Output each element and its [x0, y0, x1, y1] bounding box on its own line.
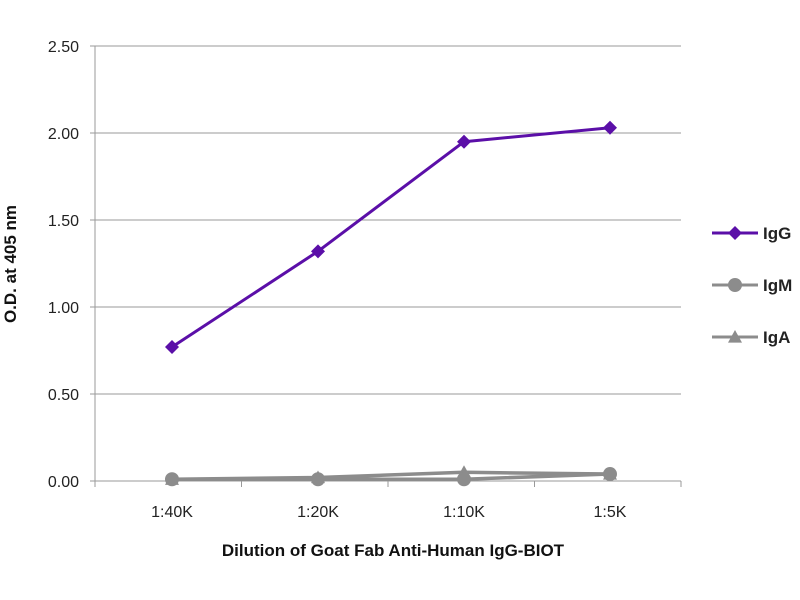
legend-marker-igg [728, 226, 742, 240]
data-point-igg [311, 244, 325, 259]
data-point-igm [457, 472, 471, 487]
x-tick-label: 1:20K [297, 504, 339, 521]
legend-marker-igm [728, 278, 742, 292]
x-tick-label: 1:5K [594, 504, 627, 521]
series-line-igm [172, 472, 611, 482]
y-axis-title: O.D. at 405 nm [1, 205, 20, 323]
legend-item-iga: IgA [712, 328, 790, 347]
data-point-igg [457, 134, 471, 149]
x-axis-title: Dilution of Goat Fab Anti-Human IgG-BIOT [222, 541, 565, 560]
data-point-igm [165, 472, 179, 487]
legend-label-igm: IgM [763, 276, 792, 295]
y-tick-label: 1.50 [48, 213, 79, 230]
tick-labels: 0.00 0.50 1.00 1.50 2.00 2.50 1:40K 1:20K 1:10K 1… [48, 39, 627, 521]
x-tick-label: 1:40K [151, 504, 193, 521]
series-layer [165, 120, 617, 487]
y-tick-label: 0.00 [48, 474, 79, 491]
y-tick-label: 1.00 [48, 300, 79, 317]
x-tick-label: 1:10K [443, 504, 485, 521]
legend: IgG IgM IgA [712, 224, 792, 347]
legend-marker-iga [728, 330, 742, 343]
series-igm [165, 467, 617, 487]
axes [90, 45, 682, 487]
legend-item-igm: IgM [712, 276, 792, 295]
y-tick-label: 2.00 [48, 126, 79, 143]
data-point-igg [165, 340, 179, 355]
y-tick-label: 2.50 [48, 39, 79, 56]
data-point-igg [603, 120, 617, 135]
gridlines [95, 45, 681, 395]
series-line-igg [171, 126, 611, 349]
legend-label-iga: IgA [763, 328, 790, 347]
legend-label-igg: IgG [763, 224, 791, 243]
data-point-igm [603, 467, 617, 482]
y-tick-label: 0.50 [48, 387, 79, 404]
data-point-igm [311, 472, 325, 487]
series-igg [165, 120, 617, 355]
legend-item-igg: IgG [712, 224, 791, 243]
